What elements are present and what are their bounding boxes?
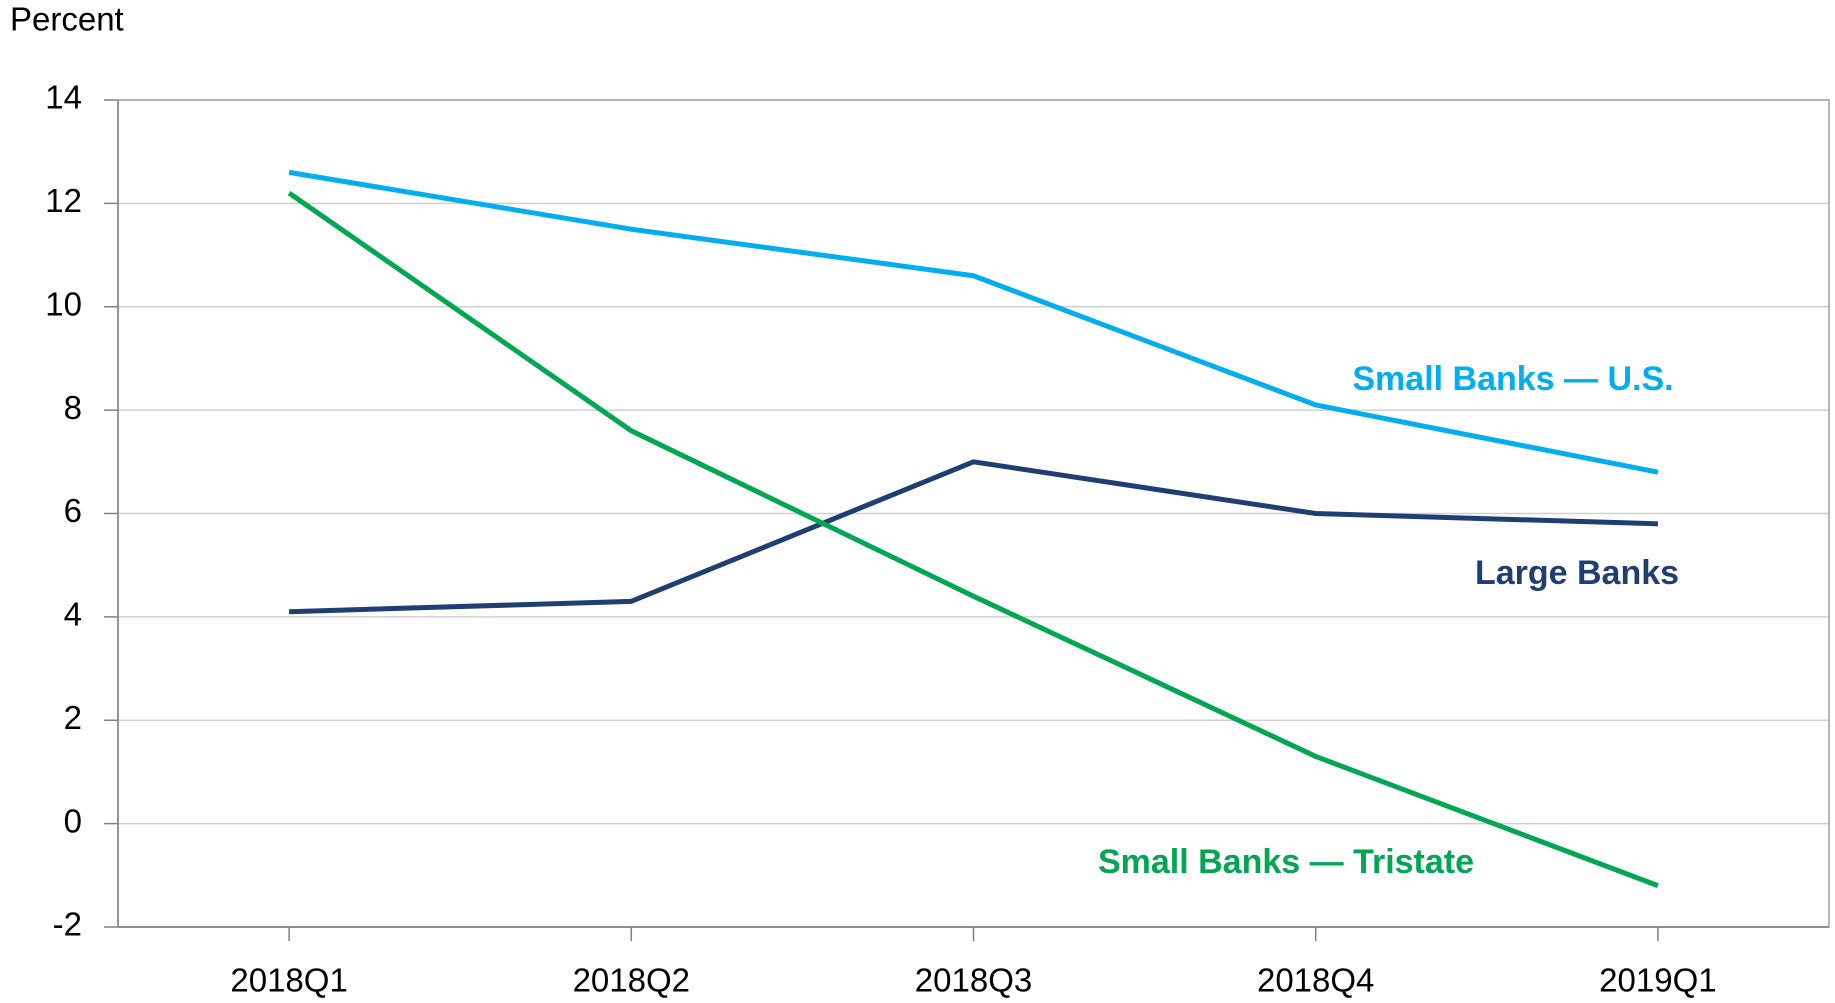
series-label: Small Banks — U.S. bbox=[1352, 360, 1673, 398]
series-line bbox=[287, 190, 1659, 888]
y-tick-label: 12 bbox=[45, 182, 82, 219]
y-tick-label: 4 bbox=[64, 596, 82, 633]
y-tick-label: 6 bbox=[64, 492, 82, 529]
x-tick-label: 2018Q3 bbox=[915, 962, 1032, 999]
series-line bbox=[289, 459, 1658, 615]
y-tick-label: 2 bbox=[64, 699, 82, 736]
x-tick-label: 2018Q4 bbox=[1257, 962, 1374, 999]
y-tick-label: 0 bbox=[64, 802, 82, 839]
x-tick-label: 2018Q2 bbox=[573, 962, 690, 999]
y-axis-label: Percent bbox=[10, 1, 124, 38]
y-tick-label: -2 bbox=[53, 906, 82, 943]
y-tick-label: 10 bbox=[45, 285, 82, 322]
x-tick-label: 2018Q1 bbox=[230, 962, 347, 999]
y-tick-label: 14 bbox=[45, 79, 82, 116]
series-label: Small Banks — Tristate bbox=[1098, 843, 1474, 881]
x-tick-label: 2019Q1 bbox=[1599, 962, 1716, 999]
series-label: Large Banks bbox=[1475, 554, 1679, 592]
series-line bbox=[288, 169, 1659, 475]
y-tick-label: 8 bbox=[64, 389, 82, 426]
